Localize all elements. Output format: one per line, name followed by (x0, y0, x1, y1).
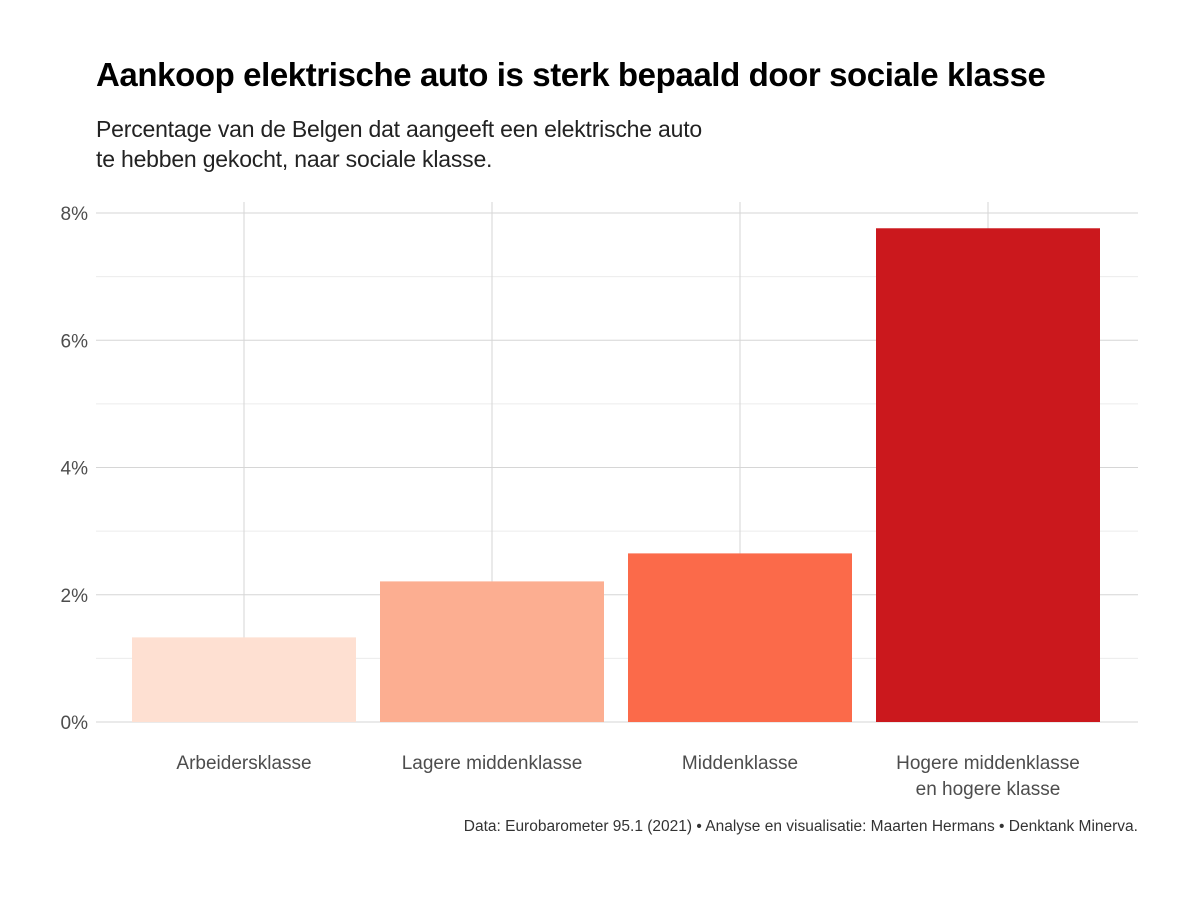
y-tick-label: 8% (61, 204, 89, 225)
subtitle-line-2: te hebben gekocht, naar sociale klasse. (96, 146, 493, 172)
bar (380, 581, 604, 722)
subtitle-line-1: Percentage van de Belgen dat aangeeft ee… (96, 116, 703, 142)
y-tick-label: 2% (61, 586, 89, 607)
chart-title: Aankoop elektrische auto is sterk bepaal… (96, 56, 1046, 93)
x-tick-label: Lagere middenklasse (402, 753, 583, 774)
bar (132, 637, 356, 722)
y-tick-label: 6% (61, 331, 89, 352)
x-tick-label: Middenklasse (682, 753, 798, 774)
x-tick-label: Hogere middenklasse (896, 753, 1080, 774)
y-tick-label: 0% (61, 713, 89, 734)
chart-subtitle: Percentage van de Belgen dat aangeeft ee… (96, 114, 702, 174)
y-axis-tick-labels: 0% 2% 4% 6% 8% (61, 204, 89, 734)
y-tick-label: 4% (61, 459, 89, 480)
source-caption: Data: Eurobarometer 95.1 (2021) • Analys… (463, 818, 1138, 835)
bars (132, 228, 1100, 722)
x-tick-label: Arbeidersklasse (176, 753, 311, 774)
x-axis-tick-labels: Arbeidersklasse Lagere middenklasse Midden… (176, 753, 1079, 800)
bar (876, 228, 1100, 722)
bar (628, 553, 852, 722)
x-tick-label: en hogere klasse (916, 779, 1061, 800)
